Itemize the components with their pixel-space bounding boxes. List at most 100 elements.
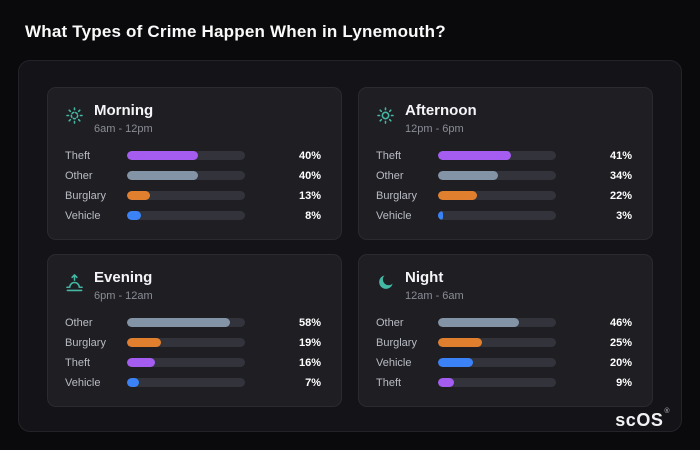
bar-row: Burglary 25% bbox=[376, 334, 632, 352]
bar-fill bbox=[438, 378, 454, 388]
registered-mark: ® bbox=[664, 408, 670, 415]
bar-fill bbox=[127, 378, 140, 388]
bar-row: Burglary 13% bbox=[65, 187, 321, 205]
bar-fill bbox=[438, 211, 444, 221]
sunset-icon bbox=[65, 273, 84, 292]
percent-label: 58% bbox=[298, 316, 321, 329]
card-subtitle: 6am - 12pm bbox=[94, 122, 153, 135]
bar-track bbox=[438, 318, 556, 327]
bar-fill bbox=[127, 211, 142, 221]
card-night: Night 12am - 6am Other 46% Burglary 25% … bbox=[358, 254, 653, 407]
bar-fill bbox=[127, 338, 161, 348]
bar-track bbox=[127, 211, 245, 221]
category-label: Theft bbox=[65, 149, 91, 162]
card-evening: Evening 6pm - 12am Other 58% Burglary 19… bbox=[47, 254, 342, 407]
percent-label: 41% bbox=[609, 149, 632, 162]
card-header: Night 12am - 6am bbox=[376, 269, 632, 302]
bar-fill bbox=[438, 318, 520, 327]
category-label: Burglary bbox=[65, 189, 106, 202]
brand-name: scOS bbox=[615, 410, 664, 430]
bar-track bbox=[127, 171, 245, 181]
card-header: Morning 6am - 12pm bbox=[65, 102, 321, 135]
bar-track bbox=[438, 338, 556, 348]
category-label: Theft bbox=[376, 376, 402, 389]
category-label: Other bbox=[376, 316, 404, 329]
card-title-block: Afternoon 12pm - 6pm bbox=[405, 102, 477, 135]
bar-track bbox=[438, 191, 556, 201]
category-label: Vehicle bbox=[376, 356, 412, 369]
bar-row: Vehicle 20% bbox=[376, 354, 632, 372]
bar-row: Burglary 19% bbox=[65, 334, 321, 352]
percent-label: 34% bbox=[609, 169, 632, 182]
bar-row: Vehicle 7% bbox=[65, 374, 321, 392]
card-title: Morning bbox=[94, 102, 154, 119]
percent-label: 25% bbox=[609, 336, 632, 349]
bar-fill bbox=[438, 191, 477, 201]
bar-row: Other 34% bbox=[376, 167, 632, 185]
category-label: Other bbox=[65, 316, 93, 329]
percent-label: 9% bbox=[616, 376, 632, 389]
bar-track bbox=[127, 151, 245, 160]
category-label: Other bbox=[376, 169, 404, 182]
bar-row: Other 46% bbox=[376, 314, 632, 332]
percent-label: 40% bbox=[298, 169, 321, 182]
bar-rows: Theft 41% Other 34% Burglary 22% Vehicle… bbox=[376, 147, 632, 226]
bar-track bbox=[438, 211, 556, 221]
percent-label: 7% bbox=[305, 376, 321, 389]
bar-row: Theft 9% bbox=[376, 374, 632, 392]
bar-row: Burglary 22% bbox=[376, 187, 632, 205]
sun-icon bbox=[376, 106, 395, 125]
category-label: Burglary bbox=[376, 189, 417, 202]
category-label: Other bbox=[65, 169, 93, 182]
bar-track bbox=[438, 378, 556, 388]
bar-track bbox=[438, 151, 556, 160]
sun-icon bbox=[65, 106, 84, 125]
moon-icon bbox=[376, 273, 395, 292]
category-label: Theft bbox=[376, 149, 402, 162]
percent-label: 13% bbox=[298, 189, 321, 202]
card-subtitle: 12pm - 6pm bbox=[405, 122, 464, 135]
bar-track bbox=[127, 338, 245, 348]
percent-label: 22% bbox=[609, 189, 632, 202]
card-title: Night bbox=[405, 269, 444, 286]
bar-track bbox=[127, 358, 245, 368]
percent-label: 16% bbox=[298, 356, 321, 369]
card-subtitle: 6pm - 12am bbox=[94, 289, 153, 302]
bar-track bbox=[127, 191, 245, 201]
percent-label: 19% bbox=[298, 336, 321, 349]
bar-fill bbox=[127, 191, 150, 201]
bar-fill bbox=[127, 318, 230, 327]
bar-fill bbox=[127, 151, 198, 160]
bar-row: Other 58% bbox=[65, 314, 321, 332]
category-label: Vehicle bbox=[65, 376, 101, 389]
bar-rows: Other 46% Burglary 25% Vehicle 20% Theft… bbox=[376, 314, 632, 393]
bar-fill bbox=[438, 151, 511, 160]
card-title-block: Night 12am - 6am bbox=[405, 269, 464, 302]
card-afternoon: Afternoon 12pm - 6pm Theft 41% Other 34%… bbox=[358, 87, 653, 240]
bar-track bbox=[127, 318, 245, 327]
bar-fill bbox=[438, 171, 499, 181]
bar-track bbox=[438, 171, 556, 181]
percent-label: 20% bbox=[609, 356, 632, 369]
card-morning: Morning 6am - 12pm Theft 40% Other 40% B… bbox=[47, 87, 342, 240]
bar-track bbox=[127, 378, 245, 388]
card-title: Afternoon bbox=[405, 102, 477, 119]
percent-label: 8% bbox=[305, 209, 321, 222]
bar-row: Theft 16% bbox=[65, 354, 321, 372]
bar-rows: Theft 40% Other 40% Burglary 13% Vehicle… bbox=[65, 147, 321, 226]
card-title-block: Morning 6am - 12pm bbox=[94, 102, 154, 135]
bar-rows: Other 58% Burglary 19% Theft 16% Vehicle… bbox=[65, 314, 321, 393]
bar-track bbox=[438, 358, 556, 368]
card-title: Evening bbox=[94, 269, 153, 286]
bar-fill bbox=[127, 358, 156, 368]
card-header: Afternoon 12pm - 6pm bbox=[376, 102, 632, 135]
bar-row: Theft 40% bbox=[65, 147, 321, 165]
category-label: Vehicle bbox=[376, 209, 412, 222]
bar-row: Vehicle 3% bbox=[376, 207, 632, 225]
bar-fill bbox=[127, 171, 198, 181]
card-title-block: Evening 6pm - 12am bbox=[94, 269, 153, 302]
bar-row: Theft 41% bbox=[376, 147, 632, 165]
card-subtitle: 12am - 6am bbox=[405, 289, 464, 302]
card-header: Evening 6pm - 12am bbox=[65, 269, 321, 302]
category-label: Burglary bbox=[65, 336, 106, 349]
